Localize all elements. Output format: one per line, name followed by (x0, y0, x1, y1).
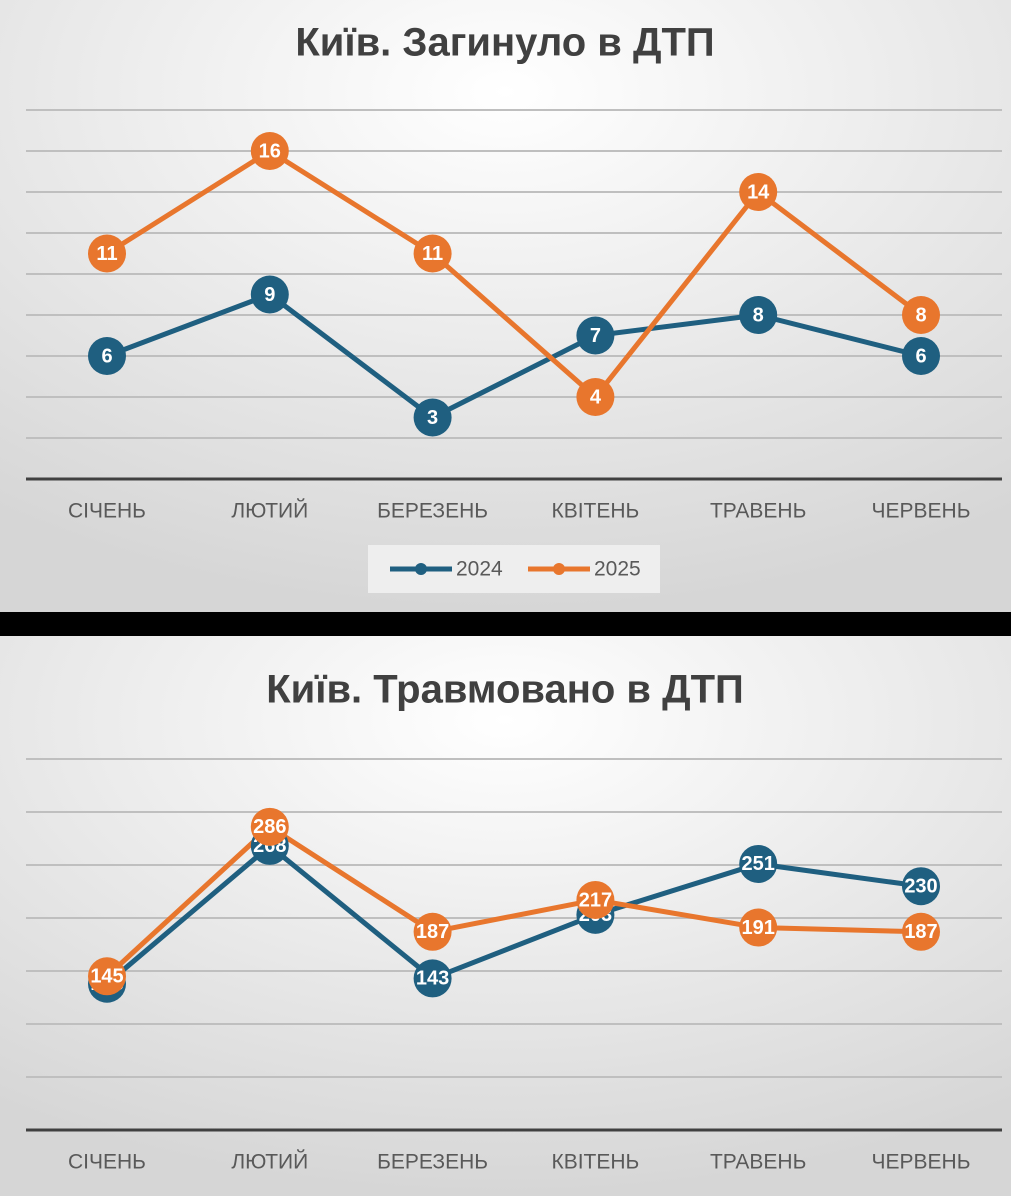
x-tick-label: ЛЮТИЙ (231, 1150, 308, 1174)
x-tick-label: КВІТЕНЬ (551, 1151, 639, 1174)
data-point (902, 912, 940, 951)
data-point (413, 912, 452, 951)
x-tick-label: КВІТЕНЬ (551, 500, 639, 523)
x-tick-label: ТРАВЕНЬ (710, 500, 806, 523)
data-label: 11 (422, 243, 443, 265)
data-label: 187 (416, 921, 449, 943)
data-label: 14 (747, 181, 770, 203)
data-label: 6 (101, 345, 112, 367)
legend-marker (553, 563, 565, 575)
data-point (739, 296, 778, 334)
data-label: 143 (416, 968, 449, 990)
data-label: 230 (904, 875, 937, 897)
data-point (902, 867, 940, 906)
data-label: 4 (590, 386, 602, 408)
data-label: 286 (253, 816, 286, 838)
data-point (88, 957, 126, 996)
data-point (413, 959, 452, 998)
series-line (106, 292, 922, 420)
data-point (250, 275, 289, 314)
x-tick-label: БЕРЕЗЕНЬ (377, 1151, 488, 1174)
data-point (250, 132, 289, 170)
data-label: 11 (96, 243, 117, 265)
data-point (739, 908, 778, 947)
data-label: 8 (753, 304, 764, 326)
x-tick-label: СІЧЕНЬ (68, 500, 146, 523)
data-point (739, 844, 778, 883)
x-tick-label: ЧЕРВЕНЬ (872, 500, 971, 523)
series-line (105, 148, 923, 400)
data-point (902, 296, 940, 334)
data-point (88, 337, 126, 375)
data-label: 6 (915, 345, 926, 367)
panel-background (0, 0, 1011, 612)
data-point (413, 234, 452, 273)
data-label: 9 (264, 284, 275, 306)
x-tick-label: СІЧЕНЬ (68, 1151, 146, 1174)
data-point (576, 316, 615, 355)
x-tick-label: ТРАВЕНЬ (710, 1151, 806, 1174)
data-label: 191 (742, 917, 775, 939)
data-label: 3 (427, 407, 438, 429)
data-label: 217 (579, 889, 612, 911)
chart-title: Київ. Травмовано в ДТП (266, 668, 744, 712)
data-label: 16 (259, 140, 281, 162)
data-point (739, 173, 778, 211)
data-label: 8 (915, 304, 926, 326)
legend-label: 2024 (456, 558, 503, 581)
legend-marker (415, 563, 427, 575)
x-tick-label: ЛЮТИЙ (231, 499, 308, 523)
data-point (413, 398, 452, 437)
x-tick-label: БЕРЕЗЕНЬ (377, 500, 488, 523)
data-point (88, 234, 126, 273)
data-label: 251 (742, 853, 775, 875)
data-label: 7 (590, 325, 601, 347)
data-label: 145 (90, 966, 123, 988)
x-tick-label: ЧЕРВЕНЬ (872, 1151, 971, 1174)
series-line (105, 843, 922, 986)
data-point (576, 378, 615, 416)
data-point (576, 880, 615, 919)
data-point (902, 337, 940, 375)
series-line (105, 824, 922, 979)
data-label: 187 (904, 921, 937, 943)
chart-title: Київ. Загинуло в ДТП (295, 21, 714, 65)
legend-label: 2025 (594, 558, 641, 581)
data-point (250, 807, 289, 846)
